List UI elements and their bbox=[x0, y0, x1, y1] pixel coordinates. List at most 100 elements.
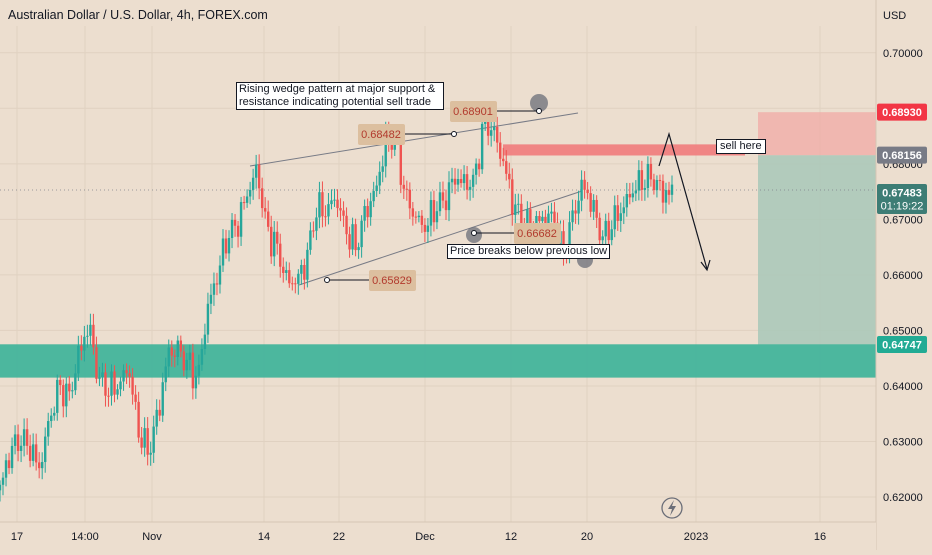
candle-body bbox=[309, 230, 312, 250]
candle-body bbox=[77, 345, 80, 374]
candle-body bbox=[661, 180, 665, 203]
candle-body bbox=[110, 371, 113, 396]
axis-currency: USD bbox=[883, 10, 906, 22]
candle-body bbox=[444, 200, 448, 211]
candle-body bbox=[369, 201, 372, 218]
callout-0.68482: 0.68482 bbox=[361, 129, 401, 141]
candle-body bbox=[574, 210, 577, 214]
candle-body bbox=[152, 426, 155, 453]
candle-body bbox=[191, 352, 195, 389]
candle-body bbox=[170, 347, 173, 356]
price-callouts: 0.68482 0.68901 0.66682 0.65829 bbox=[358, 101, 561, 291]
candle-body bbox=[417, 215, 421, 218]
candle-body bbox=[270, 226, 273, 257]
candle-body bbox=[354, 224, 357, 251]
candle-body bbox=[101, 372, 104, 378]
candle-body bbox=[89, 324, 92, 336]
price-label: 0.68930 bbox=[882, 107, 922, 119]
candle-body bbox=[282, 266, 285, 273]
candle-body bbox=[306, 249, 309, 280]
price-label: 0.67483 bbox=[882, 188, 922, 200]
price-label-box bbox=[877, 335, 927, 353]
candle-body bbox=[529, 209, 532, 228]
candle-body bbox=[297, 273, 300, 284]
candle-body bbox=[598, 217, 601, 241]
candle-body bbox=[239, 202, 243, 237]
candle-body bbox=[664, 190, 668, 203]
candle-body bbox=[22, 429, 26, 446]
candle-body bbox=[592, 199, 595, 212]
flash-icon[interactable] bbox=[661, 497, 683, 519]
candle-body bbox=[372, 191, 375, 202]
candle-body bbox=[68, 383, 71, 392]
y-tick-label: 0.65000 bbox=[883, 325, 923, 337]
candle-body bbox=[158, 409, 161, 416]
candle-body bbox=[321, 192, 324, 217]
candle-body bbox=[203, 334, 207, 349]
candle-body bbox=[622, 207, 625, 214]
resistance-zone bbox=[503, 144, 745, 156]
candle-body bbox=[399, 136, 402, 185]
candle-body bbox=[13, 434, 17, 446]
candle-body bbox=[345, 215, 348, 235]
candle-body bbox=[221, 238, 225, 266]
candle-body bbox=[266, 211, 270, 227]
candle-body bbox=[7, 460, 11, 469]
candle-body bbox=[260, 188, 264, 209]
candle-body bbox=[604, 220, 607, 237]
candle-body bbox=[357, 247, 360, 251]
candle-body bbox=[140, 437, 143, 448]
candle-body bbox=[517, 203, 520, 205]
candle-body bbox=[414, 216, 418, 218]
candle-body bbox=[568, 222, 571, 258]
candle-body bbox=[40, 462, 44, 469]
candle-body bbox=[104, 372, 107, 396]
candle-body bbox=[486, 112, 490, 136]
candle-body bbox=[107, 395, 110, 397]
x-tick-label: 14:00 bbox=[71, 531, 99, 543]
candle-body bbox=[450, 178, 454, 183]
candle-body bbox=[143, 428, 146, 448]
candle-body bbox=[50, 415, 53, 422]
break-note: Price breaks below previous low bbox=[447, 244, 611, 259]
candle-body bbox=[505, 161, 508, 174]
candle-body bbox=[285, 270, 288, 273]
callout-0.68901: 0.68901 bbox=[453, 106, 493, 118]
candle-body bbox=[351, 224, 354, 250]
candle-body bbox=[658, 179, 662, 181]
candle-body bbox=[206, 303, 210, 335]
candle-body bbox=[10, 445, 14, 469]
candle-body bbox=[65, 383, 68, 407]
support-zone bbox=[0, 344, 876, 378]
candle-body bbox=[381, 166, 384, 172]
candle-body bbox=[342, 210, 345, 216]
candle-body bbox=[1, 477, 5, 485]
candle-body bbox=[502, 158, 505, 162]
candle-body bbox=[227, 237, 231, 254]
candle-body bbox=[176, 340, 179, 357]
candle-body bbox=[655, 179, 659, 191]
candle-body bbox=[526, 209, 529, 231]
countdown-label: 01:19:22 bbox=[881, 201, 924, 213]
candle-body bbox=[134, 394, 137, 402]
candle-body bbox=[408, 189, 412, 209]
candle-body bbox=[47, 421, 50, 437]
x-tick-label: 22 bbox=[333, 531, 345, 543]
candle-body bbox=[477, 163, 481, 170]
candle-body bbox=[288, 270, 291, 284]
candle-body bbox=[62, 385, 65, 407]
x-tick-label: 14 bbox=[258, 531, 270, 543]
candle-body bbox=[547, 213, 550, 225]
candle-body bbox=[363, 206, 366, 221]
candle-body bbox=[303, 264, 306, 280]
candle-body bbox=[553, 211, 556, 223]
candle-body bbox=[580, 179, 583, 201]
wedge-note: Rising wedge pattern at major support & … bbox=[236, 82, 444, 110]
candle-body bbox=[71, 390, 74, 392]
x-tick-label: 20 bbox=[581, 531, 593, 543]
candle-body bbox=[339, 208, 342, 211]
candle-body bbox=[667, 190, 671, 195]
candle-body bbox=[378, 171, 381, 186]
candle-body bbox=[215, 283, 219, 285]
